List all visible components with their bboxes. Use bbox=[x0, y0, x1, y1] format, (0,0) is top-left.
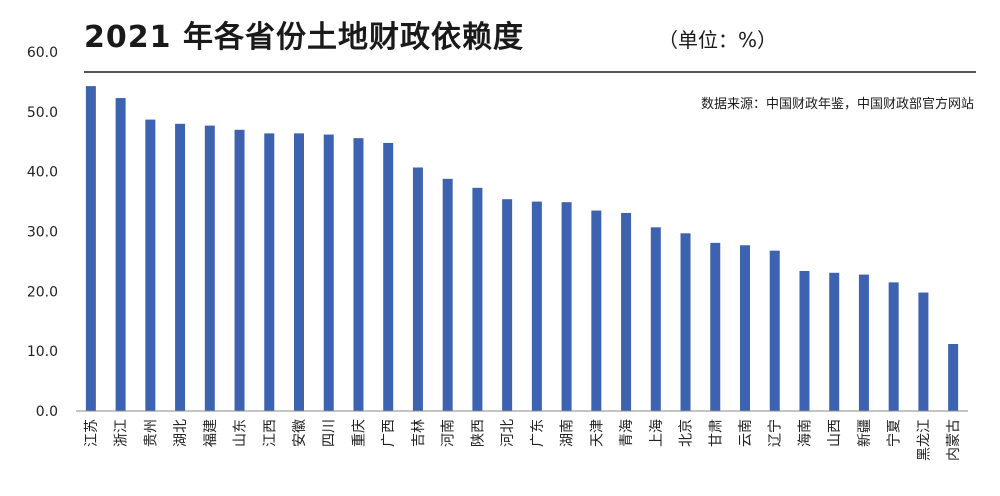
bar-13 bbox=[472, 187, 483, 411]
y-tick-label: 40.0 bbox=[27, 165, 58, 181]
chart-title: 2021 年各省份土地财政依赖度 bbox=[84, 20, 524, 55]
bar-28 bbox=[918, 292, 929, 411]
x-tick-label: 河南 bbox=[441, 419, 457, 447]
bar-21 bbox=[710, 242, 721, 411]
bar-18 bbox=[621, 212, 632, 411]
bar-6 bbox=[264, 133, 275, 411]
bar-11 bbox=[412, 167, 423, 411]
bar-29 bbox=[948, 343, 959, 411]
bar-26 bbox=[858, 274, 869, 411]
x-tick-label: 山东 bbox=[233, 419, 249, 447]
x-tick-label: 新疆 bbox=[857, 419, 873, 447]
bar-15 bbox=[531, 201, 542, 411]
bar-4 bbox=[204, 125, 215, 411]
bar-1 bbox=[115, 98, 126, 412]
x-tick-label: 上海 bbox=[649, 419, 665, 447]
bar-24 bbox=[799, 270, 810, 411]
x-tick-label: 广东 bbox=[530, 419, 546, 447]
x-axis-labels: 江苏 浙江 贵州 湖北 福建 山东 江西 安徽 四川 重庆 广西 吉林 河南 陕西 河北 广东 湖南 天津 青海 上海… bbox=[84, 419, 962, 461]
bar-17 bbox=[591, 210, 602, 411]
y-tick-label: 50.0 bbox=[27, 105, 58, 121]
bar-23 bbox=[769, 250, 780, 411]
x-tick-label: 四川 bbox=[322, 419, 338, 447]
x-tick-label: 青海 bbox=[619, 419, 635, 447]
x-tick-label: 吉林 bbox=[411, 419, 427, 447]
bar-22 bbox=[740, 245, 750, 411]
x-tick-label: 山西 bbox=[827, 419, 843, 447]
x-tick-label: 陕西 bbox=[470, 419, 486, 447]
bar-8 bbox=[323, 134, 334, 411]
bar-7 bbox=[294, 133, 304, 411]
x-tick-label: 江西 bbox=[262, 419, 278, 447]
bars bbox=[85, 86, 959, 412]
bar-19 bbox=[650, 227, 661, 411]
x-tick-label: 海南 bbox=[797, 419, 813, 447]
x-tick-label: 辽宁 bbox=[767, 419, 784, 447]
x-tick-label: 河北 bbox=[500, 419, 516, 447]
x-tick-label: 北京 bbox=[679, 419, 695, 447]
x-tick-label: 贵州 bbox=[143, 419, 159, 447]
x-tick-label: 湖南 bbox=[560, 419, 576, 447]
title-divider bbox=[84, 71, 976, 73]
y-tick-label: 60.0 bbox=[27, 45, 58, 61]
bar-25 bbox=[829, 272, 840, 411]
bar-0 bbox=[85, 86, 96, 411]
chart-source-note: 数据来源：中国财政年鉴，中国财政部官方网站 bbox=[700, 97, 974, 112]
x-tick-label: 云南 bbox=[738, 419, 754, 447]
bar-16 bbox=[561, 202, 572, 411]
y-tick-label: 30.0 bbox=[27, 225, 58, 241]
bar-2 bbox=[145, 119, 156, 411]
x-tick-label: 重庆 bbox=[351, 419, 367, 447]
bar-27 bbox=[888, 282, 899, 411]
bar-14 bbox=[502, 199, 513, 411]
x-tick-label: 甘肃 bbox=[708, 419, 724, 447]
x-tick-label: 安徽 bbox=[292, 419, 308, 447]
x-tick-label: 江苏 bbox=[84, 419, 100, 447]
bar-9 bbox=[353, 138, 364, 411]
x-tick-label: 福建 bbox=[203, 419, 219, 447]
y-tick-label: 0.0 bbox=[36, 404, 58, 420]
bar-20 bbox=[680, 233, 691, 411]
y-tick-label: 20.0 bbox=[27, 284, 58, 300]
chart-unit: （单位：%） bbox=[658, 28, 778, 52]
x-tick-label: 内蒙古 bbox=[946, 419, 962, 461]
x-tick-label: 宁夏 bbox=[886, 419, 903, 447]
y-tick-label: 10.0 bbox=[27, 344, 58, 360]
bar-12 bbox=[442, 178, 453, 411]
bar-3 bbox=[175, 123, 186, 412]
x-tick-label: 浙江 bbox=[114, 419, 130, 447]
bar-10 bbox=[383, 142, 394, 412]
y-axis-labels: 0.0 10.0 20.0 30.0 40.0 50.0 60.0 bbox=[27, 45, 58, 420]
x-tick-label: 湖北 bbox=[173, 419, 189, 447]
bar-5 bbox=[234, 129, 245, 412]
x-tick-label: 天津 bbox=[589, 419, 605, 447]
x-tick-label: 广西 bbox=[381, 419, 397, 447]
x-tick-label: 黑龙江 bbox=[916, 419, 932, 461]
